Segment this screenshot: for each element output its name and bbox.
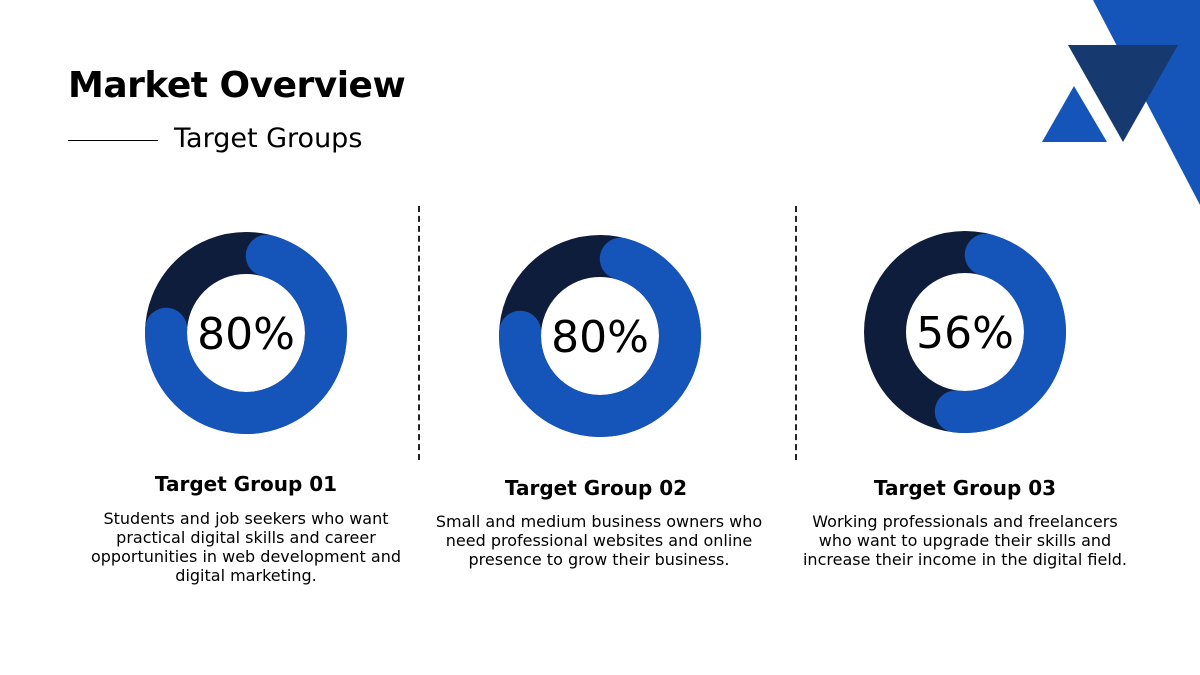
column-divider-1 [418, 206, 420, 460]
column-divider-2 [795, 206, 797, 460]
page-subtitle: Target Groups [174, 123, 363, 154]
donut-center-label: 80% [197, 309, 295, 360]
group-2-description: Small and medium business owners who nee… [435, 512, 763, 569]
donut-value-slice [499, 235, 701, 437]
donut-chart-3: 56% [864, 231, 1066, 433]
donut-chart-2: 80% [499, 235, 701, 437]
donut-value-slice [864, 231, 1066, 433]
donut-value-slice [145, 232, 347, 434]
group-2-title: Target Group 02 [504, 476, 688, 500]
donut-chart-1: 80% [145, 232, 347, 434]
donut-center-label: 56% [916, 308, 1014, 359]
deco-navy-triangle [1068, 45, 1178, 142]
group-3-description: Working professionals and freelancers wh… [802, 512, 1127, 569]
group-1-description: Students and job seekers who want practi… [90, 509, 402, 585]
donut-center-label: 80% [551, 312, 649, 363]
page-title: Market Overview [68, 65, 406, 106]
group-1-title: Target Group 01 [154, 472, 338, 496]
subtitle-rule [68, 140, 158, 141]
group-3-title: Target Group 03 [873, 476, 1057, 500]
deco-small-blue-triangle [1042, 86, 1107, 142]
decorative-triangles [1042, 0, 1200, 205]
